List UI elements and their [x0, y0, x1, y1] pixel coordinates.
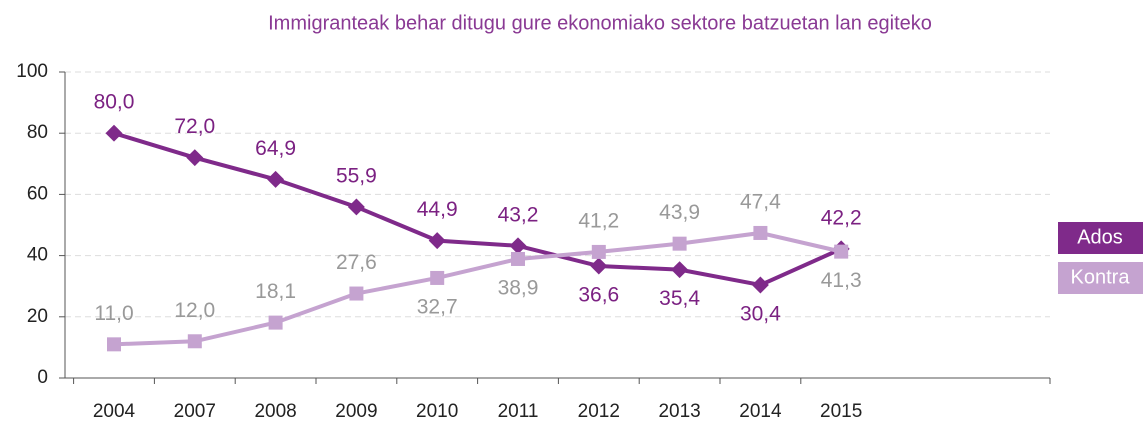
y-tick-label: 20 — [27, 306, 48, 327]
data-label: 43,9 — [659, 201, 700, 224]
data-label: 36,6 — [578, 284, 619, 307]
legend-label: Ados — [1077, 226, 1123, 248]
data-label: 11,0 — [94, 302, 133, 325]
x-tick-label: 2015 — [820, 401, 862, 422]
data-label: 38,9 — [498, 277, 539, 300]
marker — [105, 124, 123, 142]
marker — [349, 286, 364, 301]
chart-title: Immigranteak behar ditugu gure ekonomiak… — [268, 12, 932, 34]
data-label: 30,4 — [740, 303, 781, 326]
marker — [509, 237, 527, 255]
marker — [186, 149, 204, 167]
marker — [430, 270, 445, 285]
legend-swatch — [1058, 262, 1143, 294]
data-label: 32,7 — [417, 295, 458, 318]
marker — [751, 276, 769, 294]
data-label: 41,2 — [578, 209, 619, 232]
y-tick-label: 40 — [27, 245, 48, 266]
data-label: 18,1 — [255, 280, 296, 303]
marker — [511, 251, 525, 266]
x-tick-label: 2004 — [93, 401, 136, 422]
x-tick-label: 2009 — [335, 401, 377, 422]
y-tick-label: 0 — [37, 367, 48, 388]
x-tick-label: 2011 — [498, 401, 539, 422]
data-label: 27,6 — [336, 251, 377, 274]
x-tick-label: 2007 — [174, 401, 216, 422]
x-tick-label: 2010 — [416, 401, 458, 422]
marker — [187, 334, 202, 349]
data-label: 41,3 — [821, 269, 862, 292]
marker — [834, 244, 849, 259]
data-label: 35,4 — [659, 287, 700, 310]
marker — [107, 337, 121, 352]
marker — [268, 315, 283, 330]
x-tick-label: 2012 — [578, 401, 620, 422]
marker — [347, 198, 365, 216]
marker — [672, 236, 687, 251]
data-label: 64,9 — [255, 137, 296, 160]
x-tick-label: 2013 — [658, 401, 700, 422]
x-tick-label: 2014 — [739, 401, 782, 422]
marker — [753, 225, 768, 240]
marker — [590, 257, 608, 275]
data-label: 43,2 — [498, 203, 539, 226]
y-tick-label: 100 — [16, 61, 48, 82]
data-label: 42,2 — [821, 206, 862, 229]
data-label: 80,0 — [94, 91, 135, 114]
marker — [428, 232, 446, 250]
data-label: 47,4 — [740, 191, 781, 214]
legend-label: Kontra — [1071, 266, 1131, 288]
data-label: 44,9 — [417, 198, 458, 221]
data-label: 55,9 — [336, 164, 377, 187]
marker — [671, 261, 689, 279]
series-line — [113, 131, 843, 288]
series-line — [113, 230, 842, 347]
y-tick-label: 60 — [27, 183, 48, 204]
data-label: 12,0 — [174, 299, 215, 322]
marker — [267, 170, 285, 188]
legend-swatch — [1058, 222, 1143, 254]
data-label: 72,0 — [174, 115, 215, 138]
marker — [591, 244, 606, 259]
x-tick-label: 2008 — [254, 401, 296, 422]
y-tick-label: 80 — [27, 122, 48, 143]
